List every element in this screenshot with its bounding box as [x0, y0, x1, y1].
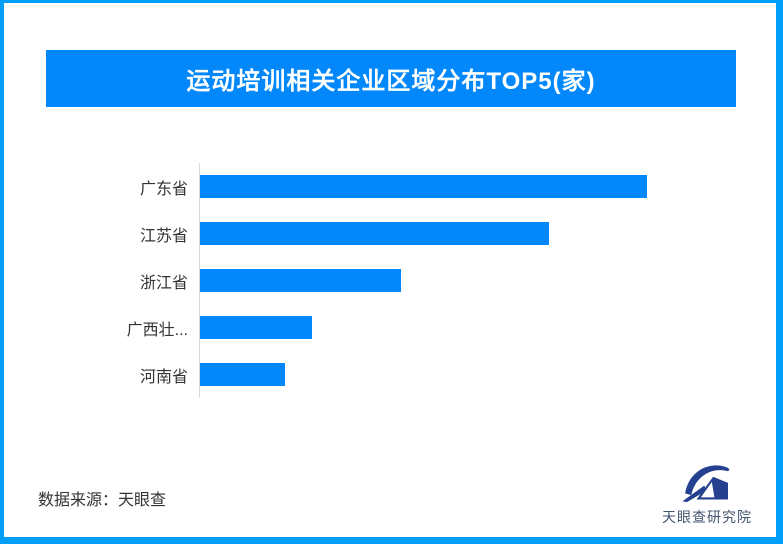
- bar-track: [199, 257, 776, 304]
- bar-row: 广东省: [4, 163, 776, 210]
- bar-row: 广西壮...: [4, 304, 776, 351]
- bar: [200, 316, 312, 339]
- category-label: 浙江省: [139, 274, 188, 292]
- tianyancha-logo-icon: [682, 465, 730, 503]
- bar-row: 河南省: [4, 351, 776, 398]
- bar: [200, 269, 401, 292]
- chart-canvas: 运动培训相关企业区域分布TOP5(家) 广东省江苏省浙江省广西壮... 河南省 数…: [4, 3, 776, 537]
- chart-title-banner: 运动培训相关企业区域分布TOP5(家): [46, 50, 736, 107]
- bar-track: [199, 351, 776, 398]
- bar-track: [199, 210, 776, 257]
- bar-track: [199, 304, 776, 351]
- brand-name: 天眼查研究院: [662, 509, 752, 525]
- category-label: 广西壮...: [126, 321, 188, 339]
- bar: [200, 363, 285, 386]
- data-source-text: 数据来源：天眼查: [38, 492, 167, 509]
- category-label: 广东省: [139, 180, 188, 198]
- bar: [200, 175, 647, 198]
- chart-title: 运动培训相关企业区域分布TOP5(家): [186, 68, 596, 95]
- bar-row: 江苏省: [4, 210, 776, 257]
- bar: [200, 222, 549, 245]
- brand-logo: 天眼查研究院: [649, 461, 765, 527]
- bar-row: 浙江省: [4, 257, 776, 304]
- bar-track: [199, 163, 776, 210]
- bar-chart: 广东省江苏省浙江省广西壮... 河南省: [4, 163, 776, 398]
- category-label: 江苏省: [139, 227, 188, 245]
- category-label: 河南省: [139, 368, 188, 386]
